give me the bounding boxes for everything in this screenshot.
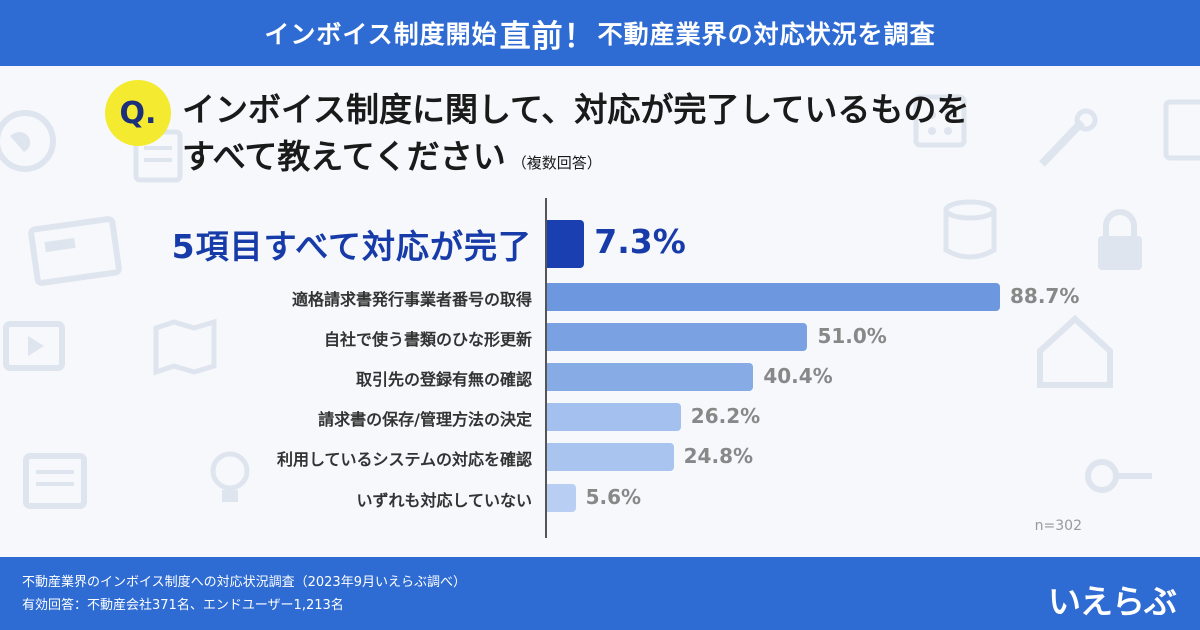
question-line2: すべて教えてください [182, 137, 506, 176]
sample-size: n=302 [1034, 518, 1082, 534]
value-label: 7.3% [594, 222, 686, 261]
title-part2: 不動産業界の対応状況を調査 [597, 20, 936, 49]
bar [547, 443, 674, 471]
category-label: 取引先の登録有無の確認 [355, 370, 532, 389]
card-icon [28, 216, 122, 286]
database-icon [943, 199, 997, 260]
title-part1: インボイス制度開始 [264, 20, 498, 49]
bar [547, 363, 754, 391]
content-area [0, 66, 1200, 557]
bar [547, 484, 576, 512]
map-icon [153, 318, 217, 376]
question-text: インボイス制度に関して、対応が完了しているものを すべて教えてください （複数回答… [182, 86, 969, 187]
value-label: 88.7% [1010, 284, 1080, 308]
title-banner: インボイス制度開始 直前！ 不動産業界の対応状況を調査 [0, 0, 1200, 66]
lock-icon [1098, 209, 1142, 270]
globe-icon [0, 110, 56, 172]
category-label-highlight: 5項目すべて対応が完了 [171, 227, 532, 266]
category-label: 自社で使う書類のひな形更新 [323, 330, 532, 349]
lightbulb-icon [210, 451, 250, 502]
document-icon [1163, 99, 1200, 161]
category-label: 利用しているシステムの対応を確認 [276, 450, 532, 469]
footer-survey: 不動産業界のインボイス制度への対応状況調査（2023年9月いえらぶ調べ） [22, 575, 466, 590]
value-label: 5.6% [585, 485, 642, 509]
bar [547, 283, 1000, 311]
key-icon [1085, 459, 1152, 493]
question-badge: Q. [105, 80, 171, 146]
question-note: （複数回答） [511, 154, 602, 172]
question-line1: インボイス制度に関して、対応が完了しているものを [182, 90, 970, 129]
house-icon [1037, 314, 1113, 388]
category-label: 適格請求書発行事業者番号の取得 [291, 290, 532, 309]
chart-axis [545, 198, 547, 538]
category-label: 請求書の保存/管理方法の決定 [318, 410, 532, 429]
tools-icon [1039, 108, 1098, 167]
newspaper-icon [23, 453, 87, 509]
footer-respondents: 有効回答：不動産会社371名、エンドユーザー1,213名 [22, 598, 344, 613]
calculator-icon [913, 94, 967, 148]
video-icon [3, 321, 65, 371]
footer: 不動産業界のインボイス制度への対応状況調査（2023年9月いえらぶ調べ） 有効回… [0, 557, 1200, 630]
category-label: いずれも対応していない [356, 491, 532, 510]
value-label: 51.0% [817, 324, 887, 348]
title-emphasis: 直前！ [499, 18, 596, 55]
value-label: 26.2% [690, 404, 761, 428]
bar [547, 323, 808, 351]
bar [547, 220, 585, 268]
brand-logo: いえらぶ [1048, 582, 1177, 621]
value-label: 24.8% [683, 444, 754, 468]
value-label: 40.4% [763, 364, 833, 388]
bar [547, 403, 681, 431]
